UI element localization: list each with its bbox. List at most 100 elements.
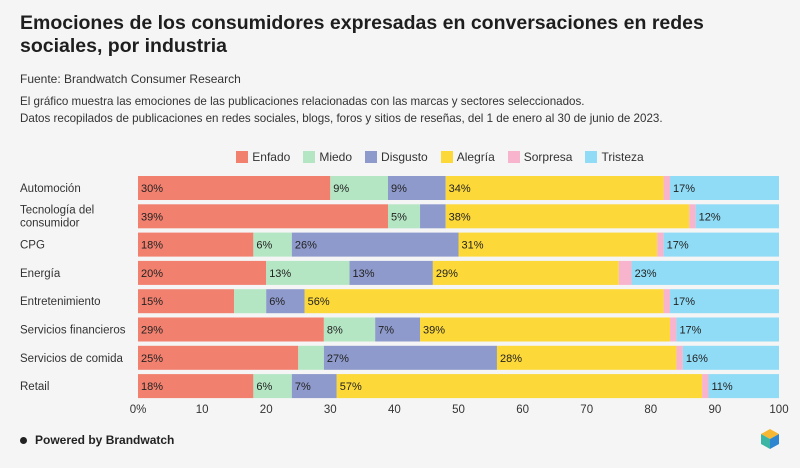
data-label: 27%: [327, 353, 349, 365]
data-label: 8%: [327, 325, 343, 337]
bar-segment-tristeza: [682, 345, 779, 370]
data-label: 7%: [378, 325, 394, 337]
bar-segment-disgusto: [291, 374, 337, 399]
data-label: 39%: [141, 211, 163, 223]
category-label: Retail: [20, 381, 49, 393]
data-label: 18%: [141, 240, 163, 252]
bar-segment-disgusto: [349, 260, 433, 285]
data-label: 5%: [391, 211, 407, 223]
bar-segment-disgusto: [375, 317, 421, 342]
data-label: 29%: [436, 268, 458, 280]
x-tick-label: 20: [260, 404, 273, 416]
legend-item-miedo[interactable]: Miedo: [303, 150, 352, 164]
data-label: 12%: [699, 211, 721, 223]
category-label: CPG: [20, 240, 45, 252]
bar-segment-enfado: [138, 345, 299, 370]
bar-segment-sorpresa: [702, 374, 709, 399]
bar-segment-alegría: [304, 289, 664, 314]
legend-label: Disgusto: [381, 150, 428, 164]
bar-segment-alegría: [496, 345, 677, 370]
x-tick-label: 70: [580, 404, 593, 416]
bar-segment-miedo: [266, 260, 350, 285]
source-text: Fuente: Brandwatch Consumer Research: [20, 72, 241, 86]
data-label: 11%: [711, 381, 732, 393]
chart-title: Emociones de los consumidores expresadas…: [20, 12, 704, 57]
category-label: Tecnología del consumidor: [20, 204, 94, 229]
data-label: 39%: [423, 325, 445, 337]
data-label: 7%: [295, 381, 311, 393]
data-label: 57%: [340, 381, 362, 393]
data-label: 20%: [141, 268, 163, 280]
bar-segment-sorpresa: [689, 204, 696, 229]
footer: Powered by Brandwatch: [20, 433, 174, 447]
description: El gráfico muestra las emociones de las …: [20, 93, 663, 127]
data-label: 17%: [667, 240, 689, 252]
bar-segment-tristeza: [631, 260, 779, 285]
data-label: 17%: [673, 183, 695, 195]
bar-segment-enfado: [138, 176, 331, 200]
data-label: 6%: [256, 240, 272, 252]
bar-segment-miedo: [387, 204, 421, 229]
legend-item-enfado[interactable]: Enfado: [236, 150, 290, 164]
data-label: 17%: [679, 325, 701, 337]
data-label: 29%: [141, 325, 163, 337]
bar-segment-miedo: [253, 232, 292, 257]
bar-segment-tristeza: [670, 176, 779, 200]
x-tick-label: 100: [769, 404, 788, 416]
bar-segment-sorpresa: [663, 289, 671, 314]
x-tick-label: 50: [452, 404, 465, 416]
legend-swatch: [507, 151, 520, 163]
x-tick-label: 60: [516, 404, 529, 416]
data-label: 30%: [141, 183, 163, 195]
data-label: 9%: [391, 183, 407, 195]
description-line-2: Datos recopilados de publicaciones en re…: [20, 112, 663, 125]
data-label: 16%: [686, 353, 708, 365]
bar-segment-disgusto: [266, 289, 305, 314]
bar-segment-disgusto: [323, 345, 497, 370]
data-label: 56%: [308, 296, 330, 308]
data-label: 38%: [449, 211, 471, 223]
bullet-icon: [20, 436, 27, 444]
bar-segment-alegría: [445, 204, 690, 229]
bar-segment-tristeza: [695, 204, 779, 229]
bar-segment-sorpresa: [657, 232, 664, 257]
bar-segment-miedo: [298, 345, 324, 370]
data-label: 15%: [141, 296, 163, 308]
legend-label: Miedo: [319, 150, 353, 164]
x-tick-label: 90: [709, 404, 722, 416]
bar-segment-alegría: [420, 317, 671, 342]
legend-label: Enfado: [252, 150, 291, 164]
legend-swatch: [236, 151, 249, 163]
bar-segment-enfado: [138, 232, 254, 257]
bar-segment-miedo: [323, 317, 376, 342]
bar-segment-sorpresa: [676, 345, 683, 370]
data-label: 17%: [673, 296, 695, 308]
legend-swatch: [585, 151, 598, 163]
bar-segment-tristeza: [670, 289, 779, 314]
legend-swatch: [365, 151, 378, 163]
bar-segment-disgusto: [291, 232, 459, 257]
category-label: Entretenimiento: [20, 296, 101, 308]
data-label: 31%: [462, 240, 484, 252]
bar-segment-disgusto: [420, 204, 446, 229]
legend-label: Alegría: [456, 150, 495, 164]
data-label: 26%: [295, 240, 317, 252]
legend-item-sorpresa[interactable]: Sorpresa: [507, 150, 572, 164]
bar-segment-alegría: [458, 232, 658, 257]
legend-item-alegría[interactable]: Alegría: [440, 150, 495, 164]
x-tick-label: 0%: [130, 404, 147, 416]
powered-by-text[interactable]: Powered by Brandwatch: [35, 433, 175, 447]
bar-segment-alegría: [432, 260, 619, 285]
data-label: 9%: [333, 183, 349, 195]
legend-item-disgusto[interactable]: Disgusto: [365, 150, 428, 164]
legend-swatch: [303, 151, 316, 163]
legend-item-tristeza[interactable]: Tristeza: [585, 150, 644, 164]
bar-segment-tristeza: [676, 317, 779, 342]
x-tick-label: 10: [196, 404, 209, 416]
bar-segment-sorpresa: [618, 260, 632, 285]
data-label: 6%: [256, 381, 272, 393]
bar-segment-enfado: [138, 317, 324, 342]
bar-segment-miedo: [234, 289, 267, 314]
chart-legend: Enfado Miedo Disgusto Alegría Sorpresa Triste…: [0, 150, 800, 164]
